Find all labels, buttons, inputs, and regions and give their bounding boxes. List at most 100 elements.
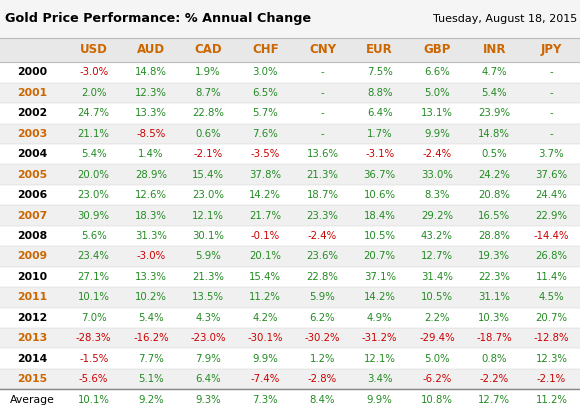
Text: 2009: 2009 — [17, 252, 48, 261]
Text: 23.4%: 23.4% — [78, 252, 110, 261]
Text: 24.4%: 24.4% — [535, 190, 567, 200]
Text: 11.2%: 11.2% — [535, 395, 567, 405]
Text: -8.5%: -8.5% — [136, 129, 165, 139]
Bar — [0, 328, 580, 348]
Text: 20.0%: 20.0% — [78, 170, 110, 180]
Text: CAD: CAD — [194, 43, 222, 56]
Text: 31.1%: 31.1% — [478, 292, 510, 302]
Text: 13.3%: 13.3% — [135, 272, 167, 282]
Text: 7.6%: 7.6% — [252, 129, 278, 139]
Text: 31.4%: 31.4% — [421, 272, 453, 282]
Text: 10.2%: 10.2% — [135, 292, 167, 302]
Text: -5.6%: -5.6% — [79, 374, 108, 384]
Bar — [0, 389, 580, 409]
Text: 5.0%: 5.0% — [424, 354, 450, 364]
Text: 21.1%: 21.1% — [78, 129, 110, 139]
Text: 21.3%: 21.3% — [307, 170, 339, 180]
Text: 2004: 2004 — [17, 149, 48, 159]
Text: 2006: 2006 — [17, 190, 48, 200]
Text: -6.2%: -6.2% — [422, 374, 452, 384]
Text: 3.7%: 3.7% — [539, 149, 564, 159]
Text: -28.3%: -28.3% — [76, 333, 111, 343]
Text: 23.0%: 23.0% — [78, 190, 110, 200]
Text: 14.2%: 14.2% — [249, 190, 281, 200]
Text: 12.1%: 12.1% — [364, 354, 396, 364]
Text: 24.2%: 24.2% — [478, 170, 510, 180]
Bar — [0, 348, 580, 369]
Text: 14.8%: 14.8% — [135, 67, 167, 77]
Text: 21.3%: 21.3% — [192, 272, 224, 282]
Text: -1.5%: -1.5% — [79, 354, 108, 364]
Text: 15.4%: 15.4% — [249, 272, 281, 282]
Text: 5.9%: 5.9% — [310, 292, 335, 302]
Text: 3.0%: 3.0% — [252, 67, 278, 77]
Text: -3.0%: -3.0% — [136, 252, 165, 261]
Text: -: - — [321, 88, 324, 98]
Text: 2003: 2003 — [17, 129, 48, 139]
Bar — [0, 0, 580, 38]
Text: 9.9%: 9.9% — [252, 354, 278, 364]
Text: 3.4%: 3.4% — [367, 374, 393, 384]
Bar — [0, 205, 580, 226]
Text: -: - — [321, 67, 324, 77]
Text: 14.8%: 14.8% — [478, 129, 510, 139]
Text: -2.2%: -2.2% — [480, 374, 509, 384]
Text: 22.8%: 22.8% — [192, 108, 224, 118]
Text: 29.2%: 29.2% — [421, 211, 453, 220]
Text: 28.9%: 28.9% — [135, 170, 167, 180]
Text: 21.7%: 21.7% — [249, 211, 281, 220]
Text: -14.4%: -14.4% — [534, 231, 569, 241]
Text: -30.2%: -30.2% — [304, 333, 340, 343]
Text: 6.4%: 6.4% — [367, 108, 393, 118]
Text: -31.2%: -31.2% — [362, 333, 397, 343]
Bar — [0, 103, 580, 124]
Text: 37.8%: 37.8% — [249, 170, 281, 180]
Text: 6.5%: 6.5% — [252, 88, 278, 98]
Text: -3.1%: -3.1% — [365, 149, 394, 159]
Text: 2013: 2013 — [17, 333, 48, 343]
Text: 20.8%: 20.8% — [478, 190, 510, 200]
Text: Tuesday, August 18, 2015: Tuesday, August 18, 2015 — [433, 14, 577, 24]
Text: 0.5%: 0.5% — [481, 149, 507, 159]
Text: 12.3%: 12.3% — [535, 354, 567, 364]
Text: 12.1%: 12.1% — [192, 211, 224, 220]
Text: -: - — [550, 108, 553, 118]
Text: 8.7%: 8.7% — [195, 88, 221, 98]
Text: 5.1%: 5.1% — [138, 374, 164, 384]
Text: 22.8%: 22.8% — [307, 272, 339, 282]
Bar — [0, 308, 580, 328]
Text: 30.9%: 30.9% — [78, 211, 110, 220]
Text: 26.8%: 26.8% — [535, 252, 567, 261]
Text: 5.6%: 5.6% — [81, 231, 107, 241]
Bar — [0, 226, 580, 246]
Text: 0.8%: 0.8% — [481, 354, 507, 364]
Text: 9.9%: 9.9% — [424, 129, 450, 139]
Text: -29.4%: -29.4% — [419, 333, 455, 343]
Text: 1.9%: 1.9% — [195, 67, 221, 77]
Text: 6.6%: 6.6% — [424, 67, 450, 77]
Text: -30.1%: -30.1% — [248, 333, 283, 343]
Bar — [0, 83, 580, 103]
Text: 5.4%: 5.4% — [481, 88, 507, 98]
Text: CNY: CNY — [309, 43, 336, 56]
Text: 9.2%: 9.2% — [138, 395, 164, 405]
Text: -2.8%: -2.8% — [308, 374, 337, 384]
Text: 37.1%: 37.1% — [364, 272, 396, 282]
Text: 12.7%: 12.7% — [421, 252, 453, 261]
Text: 22.9%: 22.9% — [535, 211, 567, 220]
Text: Gold Price Performance: % Annual Change: Gold Price Performance: % Annual Change — [5, 12, 311, 25]
Text: -0.1%: -0.1% — [251, 231, 280, 241]
Text: GBP: GBP — [423, 43, 451, 56]
Text: 23.3%: 23.3% — [307, 211, 339, 220]
Text: 36.7%: 36.7% — [364, 170, 396, 180]
Text: 5.7%: 5.7% — [252, 108, 278, 118]
Text: AUD: AUD — [137, 43, 165, 56]
Text: 13.1%: 13.1% — [421, 108, 453, 118]
Text: 1.2%: 1.2% — [310, 354, 335, 364]
Text: 7.9%: 7.9% — [195, 354, 221, 364]
Text: 2010: 2010 — [17, 272, 48, 282]
Text: 1.4%: 1.4% — [138, 149, 164, 159]
Text: 13.5%: 13.5% — [192, 292, 224, 302]
Text: 5.4%: 5.4% — [81, 149, 107, 159]
Text: 2001: 2001 — [17, 88, 48, 98]
